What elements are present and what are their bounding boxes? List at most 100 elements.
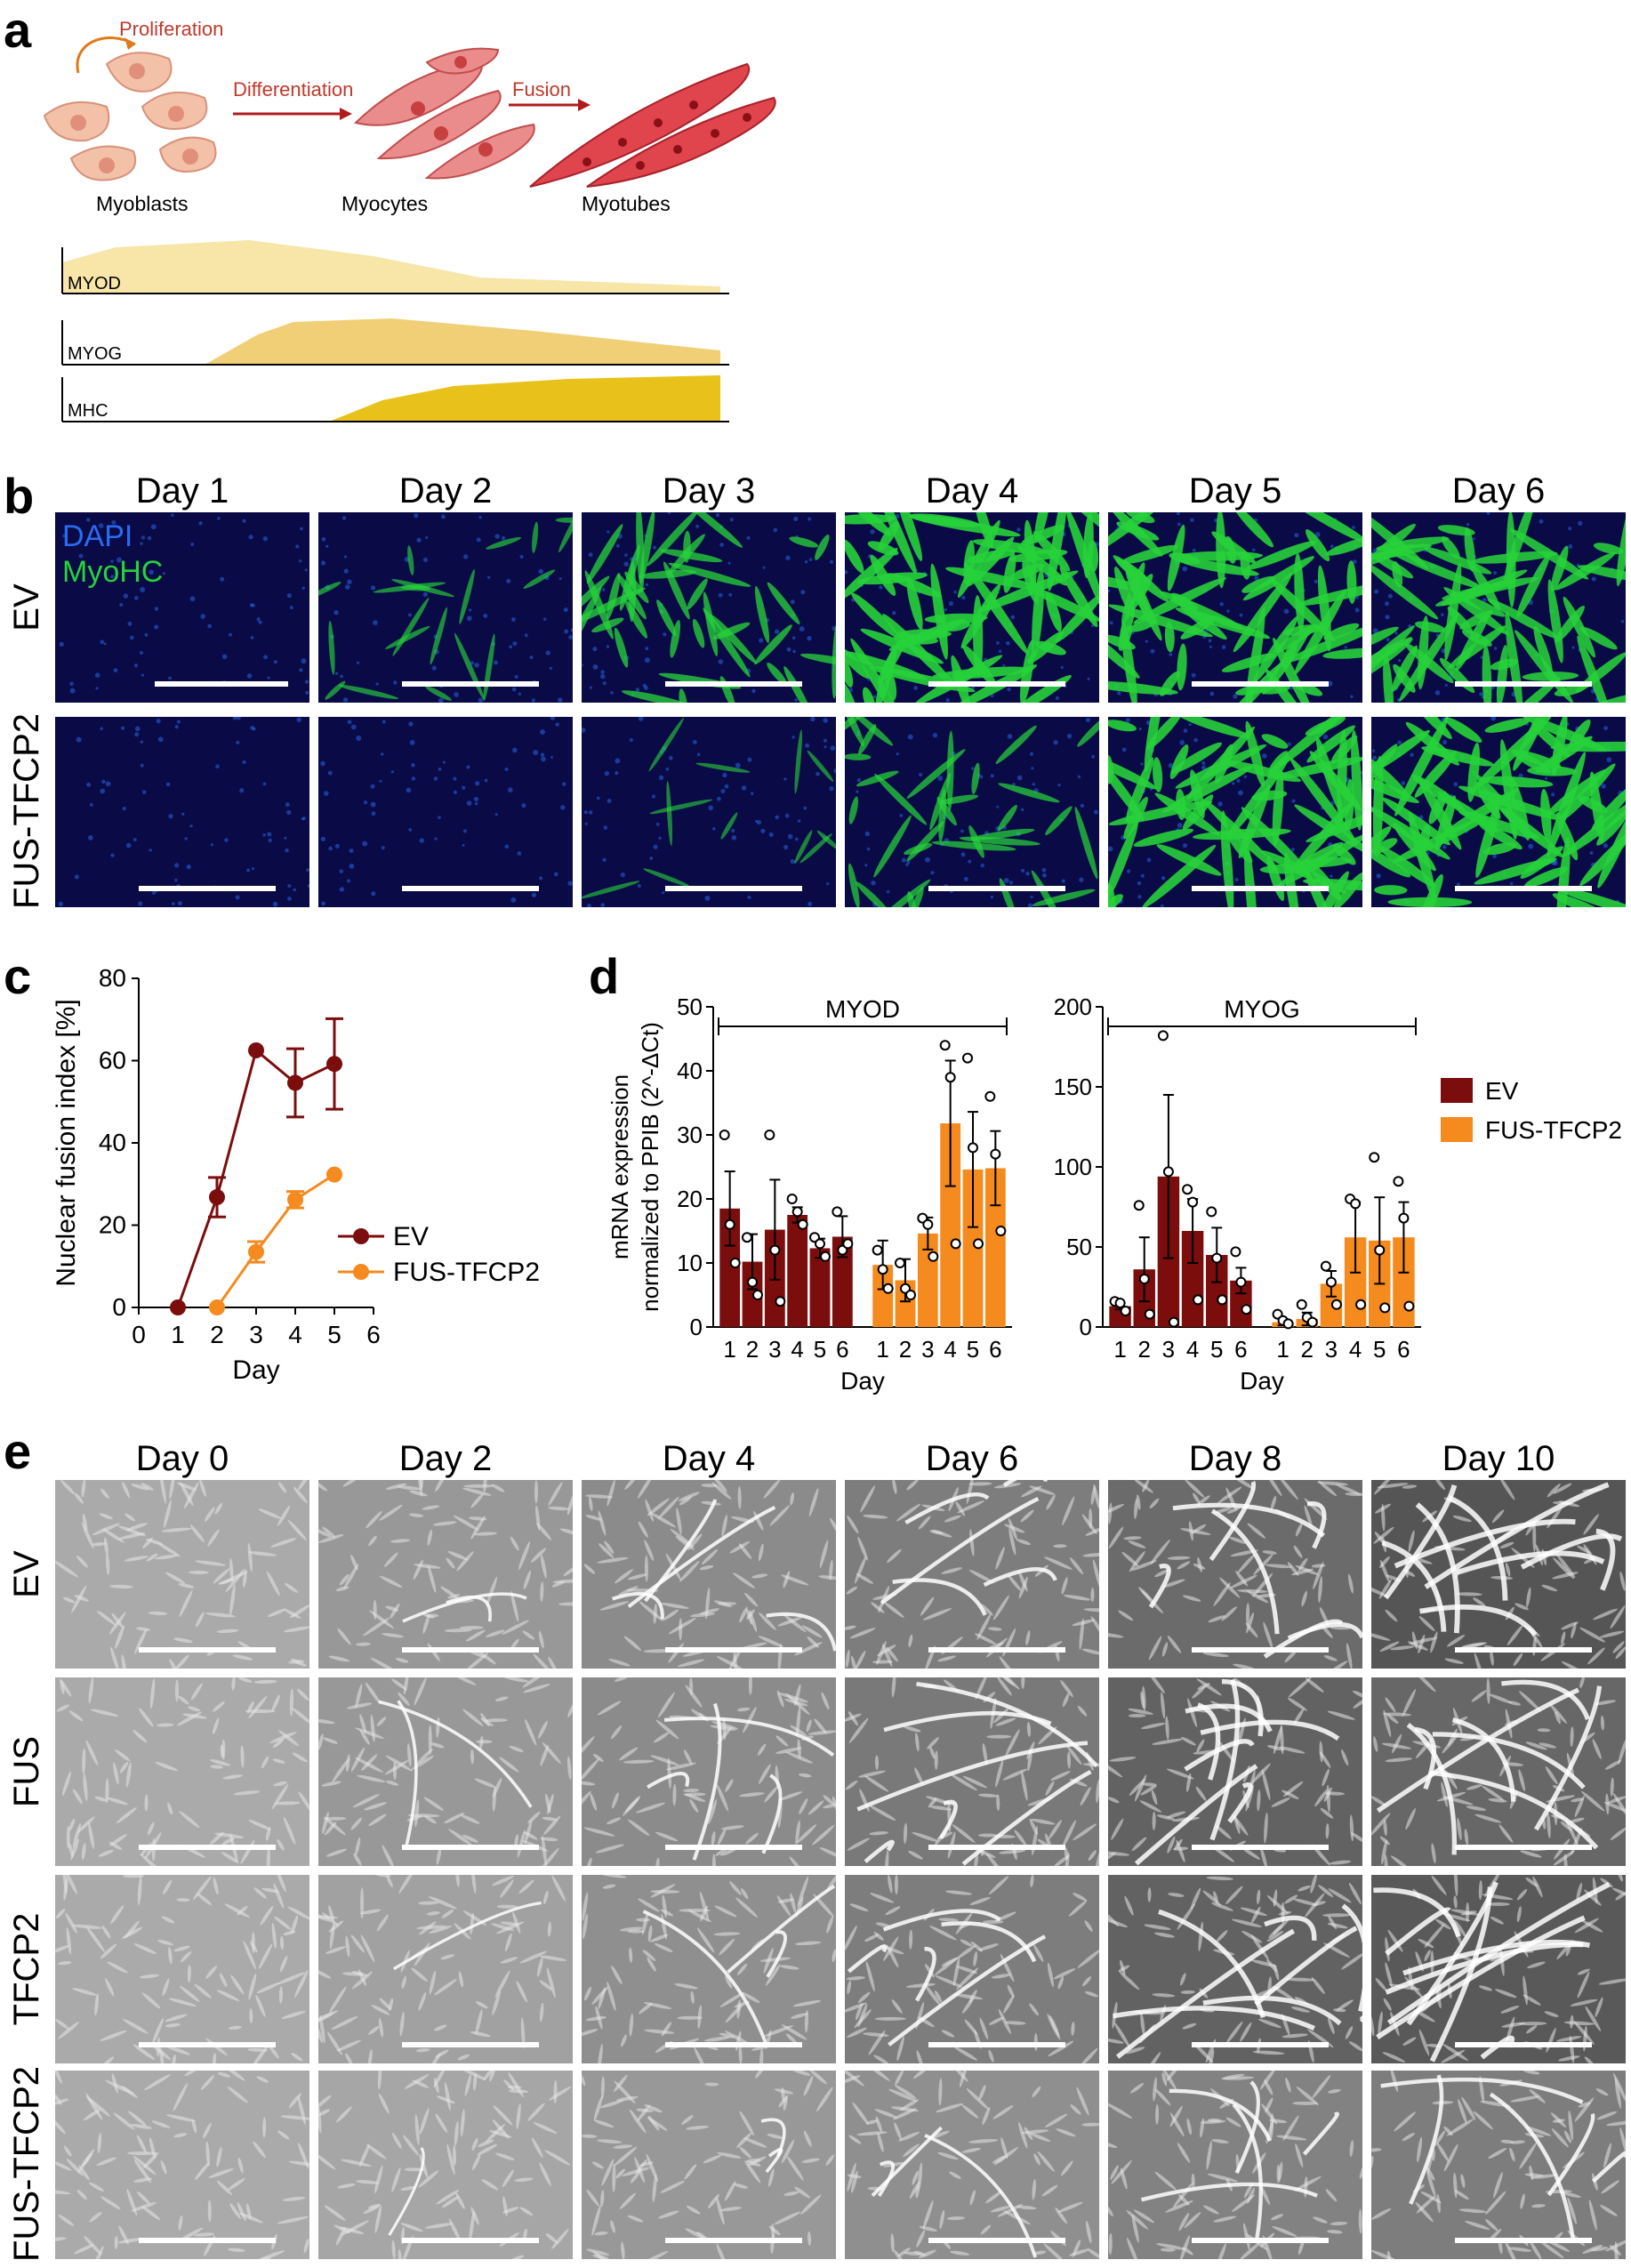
cell-streak (335, 1586, 350, 1591)
cell-streak (1131, 2215, 1139, 2243)
cell-streak (781, 2024, 807, 2040)
cell-streak (1320, 1807, 1334, 1819)
dapi-nucleus (794, 698, 798, 702)
cell-streak (996, 1677, 1020, 1690)
cell-streak (1312, 1901, 1326, 1906)
myohc-fiber (1306, 725, 1355, 763)
cell-streak (297, 1480, 309, 1491)
cell-streak (908, 1634, 913, 1648)
myotube (612, 1591, 664, 1620)
dapi-nucleus (246, 673, 253, 679)
cell-streak (522, 1630, 535, 1640)
dapi-nucleus (830, 745, 836, 752)
cell-streak (542, 1890, 549, 1905)
myod-profile (62, 240, 720, 294)
myohc-fiber (959, 836, 1040, 846)
cell-streak (100, 2030, 127, 2041)
dapi-nucleus (637, 883, 641, 889)
cell-streak (483, 2071, 494, 2081)
cell-streak (739, 1606, 748, 1623)
cell-streak (1549, 1703, 1568, 1724)
cell-streak (716, 2243, 728, 2259)
cell-streak (293, 1486, 308, 1504)
dapi-nucleus (1518, 773, 1523, 778)
cell-streak (173, 1945, 190, 1952)
cell-streak (1371, 1631, 1391, 1641)
dapi-nucleus (190, 543, 195, 546)
dapi-nucleus (864, 831, 871, 837)
scale-bar (928, 886, 1065, 891)
cell-streak (97, 2132, 102, 2154)
cell-streak (1250, 1763, 1271, 1784)
cell-streak (1002, 1768, 1028, 1781)
myohc-fiber (882, 614, 956, 688)
dapi-nucleus (1080, 803, 1085, 808)
cell-streak (1455, 1592, 1482, 1596)
myohc-fiber (1305, 717, 1346, 736)
cell-streak (1233, 1663, 1256, 1669)
cell-streak (432, 1521, 457, 1526)
myohc-fiber (816, 830, 836, 851)
cell-streak (683, 1792, 706, 1797)
cell-streak (427, 1529, 432, 1546)
cell-streak (716, 2197, 725, 2225)
cell-streak (778, 1693, 808, 1703)
cell-streak (434, 2024, 447, 2031)
dapi-nucleus (635, 688, 640, 692)
cell-streak (321, 1781, 341, 1787)
cell-streak (895, 2071, 904, 2086)
cell-streak (979, 2017, 989, 2040)
cell-streak (267, 1608, 287, 1617)
cell-streak (978, 2085, 986, 2101)
cell-streak (1417, 2136, 1423, 2163)
x-tick-label: 6 (1234, 1336, 1247, 1363)
cell-streak (1489, 1693, 1513, 1704)
myohc-fiber (845, 717, 864, 747)
cell-streak (1348, 1882, 1362, 1905)
cell-streak (436, 2189, 460, 2205)
cell-streak (1259, 2071, 1277, 2090)
cell-streak (1173, 1846, 1189, 1851)
replicate-point (895, 1258, 905, 1268)
dapi-nucleus (210, 843, 213, 847)
cell-streak (1520, 1850, 1542, 1858)
dapi-nucleus (406, 787, 412, 793)
cell-streak (1161, 1692, 1166, 1719)
dapi-nucleus (431, 665, 437, 671)
cell-streak (318, 2023, 323, 2043)
scale-bar (665, 2042, 802, 2047)
cell-streak (1087, 2248, 1099, 2259)
cell-streak (386, 1780, 399, 1786)
cell-streak (542, 1835, 547, 1866)
cell-streak (1073, 1893, 1088, 1902)
cell-streak (318, 1533, 344, 1543)
micrograph-svg (582, 512, 836, 703)
dapi-nucleus (349, 848, 354, 854)
cell-streak (422, 1613, 430, 1634)
cell-streak (1379, 1641, 1400, 1653)
cell-streak (567, 1702, 573, 1717)
dapi-nucleus (668, 512, 671, 515)
cell-streak (523, 1831, 538, 1840)
brightfield-fus-day-4 (582, 1677, 836, 1866)
cell-streak (929, 1806, 952, 1811)
chart-title: MYOD (825, 995, 900, 1023)
myotube (924, 2134, 1038, 2258)
cell-streak (542, 1816, 558, 1822)
cell-streak (352, 1794, 380, 1808)
cell-streak (718, 1829, 727, 1846)
cell-streak (1574, 1795, 1585, 1818)
myotube (642, 1910, 768, 2045)
x-tick-label: 4 (944, 1336, 956, 1363)
cell-streak (96, 2157, 116, 2166)
myohc-fiber (720, 812, 738, 840)
dapi-nucleus (296, 717, 301, 722)
cell-streak (1226, 1507, 1241, 1514)
dapi-nucleus (596, 796, 600, 800)
cell-streak (115, 1625, 125, 1649)
cell-streak (428, 1896, 457, 1910)
cell-streak (96, 1610, 116, 1626)
cell-streak (1560, 1821, 1573, 1831)
cell-streak (1513, 1653, 1523, 1667)
dapi-nucleus (1137, 881, 1142, 886)
